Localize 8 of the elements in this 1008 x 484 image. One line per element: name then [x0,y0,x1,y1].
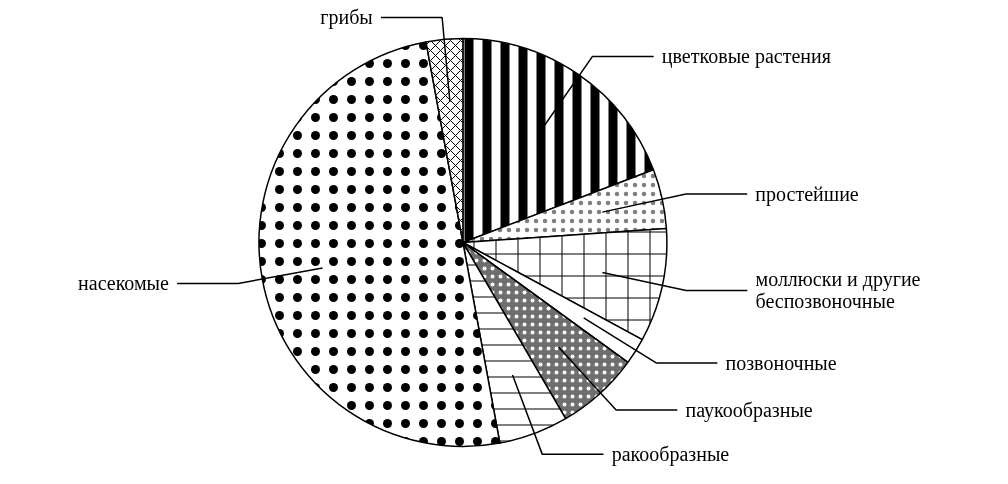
slice-label: паукообразные [685,399,813,423]
slice-label: цветковые растения [661,45,831,69]
slice-label: ракообразные [611,443,730,467]
slice-label: моллюски и другие беспозвоночные [755,268,921,313]
slice-label: грибы [320,6,373,30]
slice-label: насекомые [78,272,170,295]
slice-label: простейшие [755,182,859,206]
slice-label: позвоночные [725,351,837,374]
